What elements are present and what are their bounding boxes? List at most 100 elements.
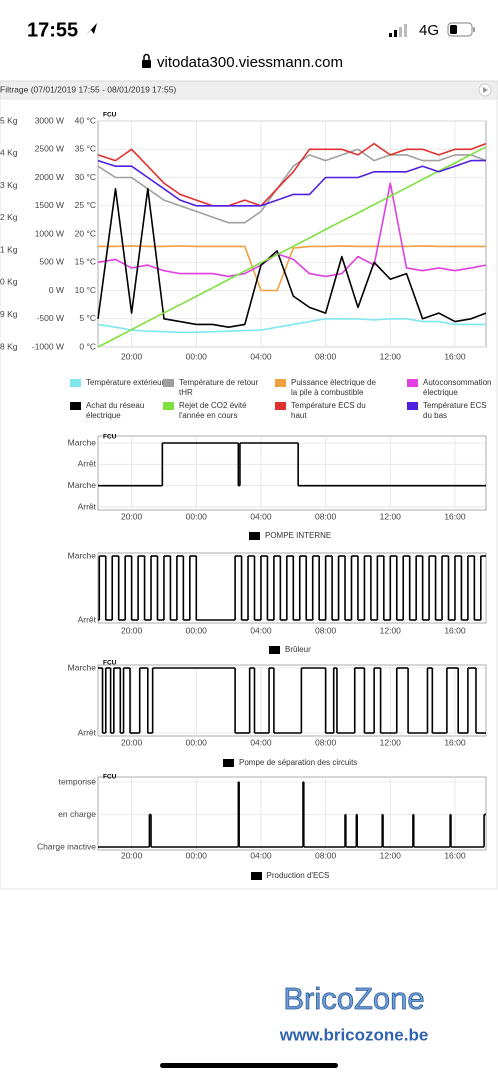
legend-item[interactable]: Température ECS du haut: [275, 401, 383, 420]
legend-item[interactable]: Achat du réseau électrique: [70, 401, 178, 420]
y-tick-label: Arrêt: [78, 501, 97, 511]
legend-label: Rejet de CO2 évité l'année en cours: [179, 401, 247, 420]
y-tick-label: en charge: [58, 809, 96, 819]
x-tick-label: 16:00: [444, 625, 466, 635]
x-tick-label: 00:00: [186, 625, 208, 635]
network-type: 4G: [419, 22, 439, 39]
legend-label: Température ECS du bas: [423, 401, 487, 420]
legend-swatch: [70, 402, 81, 410]
legend-swatch: [275, 379, 286, 387]
x-tick-label: 00:00: [186, 511, 208, 521]
legend-label: Puissance électrique de la pile à combus…: [291, 378, 376, 397]
y3-tick-label: 8 Kg: [0, 341, 18, 351]
plot-area: [97, 552, 487, 624]
legend-swatch: [70, 379, 81, 387]
legend-swatch: [249, 532, 260, 540]
y-tick-label: Marche: [68, 550, 97, 560]
x-tick-label: 20:00: [121, 850, 143, 860]
y3-tick-label: 0 Kg: [0, 277, 18, 287]
legend-label: Pompe de séparation des circuits: [239, 758, 358, 767]
y-tick-label: Marche: [68, 437, 97, 447]
legend-item[interactable]: Température extérieure: [70, 378, 178, 388]
x-tick-label: 04:00: [250, 850, 272, 860]
y3-tick-label: 2 Kg: [0, 212, 18, 222]
watermark-url: www.bricozone.be: [279, 1025, 429, 1044]
x-tick-label: 20:00: [121, 625, 143, 635]
fcu-label: FCU: [103, 660, 117, 667]
series-line: [97, 159, 486, 207]
y2-tick-label: 15 °C: [75, 257, 96, 267]
home-indicator: [160, 1063, 338, 1068]
x-tick-label: 12:00: [380, 850, 402, 860]
series-line: [97, 182, 487, 278]
y2-tick-label: 20 °C: [75, 228, 96, 238]
x-tick-label: 08:00: [315, 351, 337, 361]
x-tick-label: 12:00: [380, 625, 402, 635]
plot-area: [97, 664, 487, 737]
legend-swatch: [223, 759, 234, 767]
x-tick-label: 00:00: [186, 850, 208, 860]
x-tick-label: 00:00: [186, 351, 208, 361]
legend-item[interactable]: Brûleur: [269, 645, 311, 655]
x-tick-label: 20:00: [121, 737, 143, 747]
y-tick-label: Arrêt: [78, 727, 97, 737]
x-tick-label: 04:00: [250, 625, 272, 635]
y-tick-label: 2500 W: [35, 144, 64, 154]
y-tick-label: Marche: [68, 662, 97, 672]
legend-item[interactable]: Température de retour tHR: [163, 378, 271, 397]
y-tick-label: 2000 W: [35, 172, 64, 182]
fcu-label: FCU: [103, 774, 117, 781]
series-line: [98, 245, 486, 292]
legend-item[interactable]: Pompe de séparation des circuits: [223, 758, 357, 768]
legend-item[interactable]: Production d'ECS: [250, 871, 329, 881]
x-tick-label: 20:00: [121, 511, 143, 521]
y2-tick-label: 40 °C: [75, 115, 96, 125]
plot-area: [97, 435, 487, 511]
legend-label: POMPE INTERNE: [265, 531, 332, 540]
x-tick-label: 16:00: [444, 511, 466, 521]
series-line: [97, 318, 486, 334]
content-panel: [0, 98, 498, 890]
legend-swatch: [269, 646, 280, 654]
x-tick-label: 00:00: [186, 737, 208, 747]
legend-swatch: [250, 872, 262, 880]
fcu-label: FCU: [103, 434, 117, 441]
legend-item[interactable]: POMPE INTERNE: [249, 531, 331, 541]
x-tick-label: 16:00: [444, 850, 466, 860]
legend-label: Achat du réseau électrique: [86, 401, 145, 420]
y-tick-label: 500 W: [39, 257, 64, 267]
legend-swatch: [407, 402, 418, 410]
legend-item[interactable]: Puissance électrique de la pile à combus…: [275, 378, 383, 397]
battery-icon: [447, 22, 475, 37]
legend-label: Température ECS du haut: [291, 401, 366, 420]
y-tick-label: -500 W: [37, 313, 64, 323]
y3-tick-label: 9 Kg: [0, 309, 18, 319]
x-tick-label: 20:00: [121, 351, 143, 361]
y-tick-label: -1000 W: [32, 341, 64, 351]
legend-swatch: [275, 402, 286, 410]
legend-item[interactable]: Température ECS du bas: [407, 401, 495, 420]
x-tick-label: 08:00: [315, 625, 337, 635]
x-tick-label: 04:00: [250, 737, 272, 747]
y2-tick-label: 25 °C: [75, 200, 96, 210]
legend-label: Brûleur: [285, 645, 311, 654]
url[interactable]: vitodata300.viessmann.com: [157, 54, 343, 71]
x-tick-label: 08:00: [315, 511, 337, 521]
x-tick-label: 12:00: [380, 351, 402, 361]
y2-tick-label: 0 °C: [79, 341, 96, 351]
legend-label: Autoconsommation électrique: [423, 378, 492, 397]
legend-swatch: [163, 402, 174, 410]
status-time: 17:55: [27, 19, 78, 41]
x-tick-label: 08:00: [315, 850, 337, 860]
y-tick-label: 1000 W: [35, 228, 64, 238]
filter-label: Filtrage (07/01/2019 17:55 - 08/01/2019 …: [0, 84, 176, 94]
y2-tick-label: 30 °C: [75, 172, 96, 182]
y2-tick-label: 35 °C: [75, 144, 96, 154]
y-tick-label: Arrêt: [78, 459, 97, 469]
y-tick-label: Marche: [68, 480, 97, 490]
x-tick-label: 12:00: [380, 737, 402, 747]
legend-item[interactable]: Autoconsommation électrique: [407, 378, 495, 397]
legend-swatch: [407, 379, 418, 387]
legend-item[interactable]: Rejet de CO2 évité l'année en cours: [163, 401, 271, 420]
